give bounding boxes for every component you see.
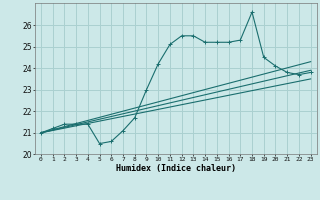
X-axis label: Humidex (Indice chaleur): Humidex (Indice chaleur) (116, 164, 236, 173)
